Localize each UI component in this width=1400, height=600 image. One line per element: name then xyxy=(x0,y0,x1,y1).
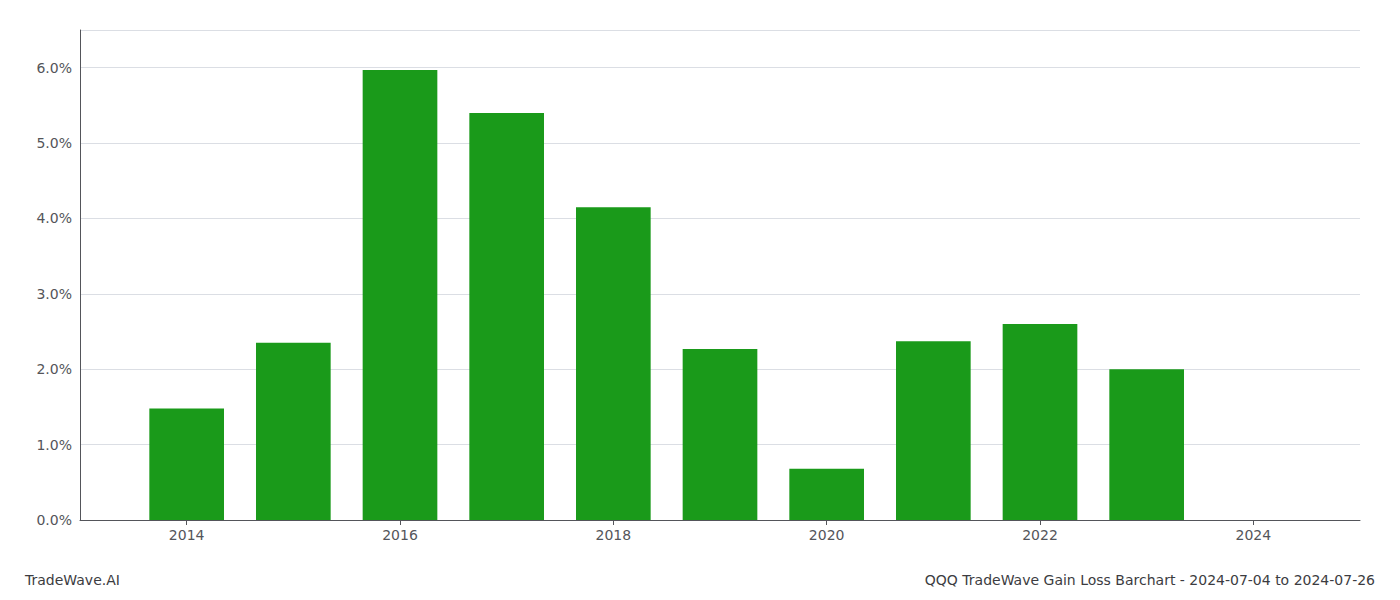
svg-text:2022: 2022 xyxy=(1022,527,1058,543)
svg-text:1.0%: 1.0% xyxy=(36,437,72,453)
svg-text:5.0%: 5.0% xyxy=(36,135,72,151)
svg-text:2016: 2016 xyxy=(382,527,418,543)
svg-text:6.0%: 6.0% xyxy=(36,60,72,76)
svg-text:2020: 2020 xyxy=(809,527,845,543)
svg-text:2018: 2018 xyxy=(596,527,632,543)
svg-text:2.0%: 2.0% xyxy=(36,361,72,377)
svg-text:QQQ TradeWave Gain Loss Barcha: QQQ TradeWave Gain Loss Barchart - 2024-… xyxy=(925,572,1375,588)
svg-text:3.0%: 3.0% xyxy=(36,286,72,302)
svg-text:TradeWave.AI: TradeWave.AI xyxy=(24,572,120,588)
svg-text:2024: 2024 xyxy=(1236,527,1272,543)
svg-text:4.0%: 4.0% xyxy=(36,210,72,226)
svg-text:2014: 2014 xyxy=(169,527,205,543)
svg-text:0.0%: 0.0% xyxy=(36,512,72,528)
